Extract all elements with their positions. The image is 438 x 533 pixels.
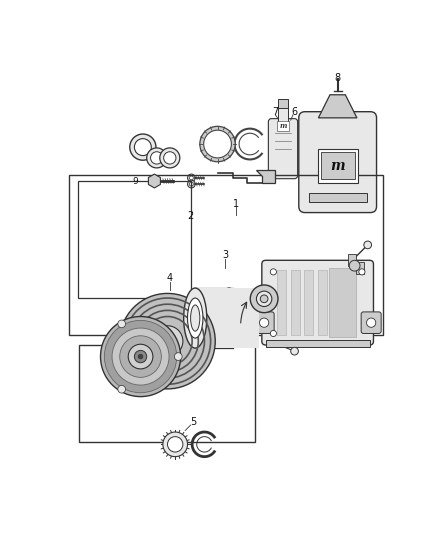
Circle shape [163, 432, 187, 457]
Text: 4: 4 [167, 273, 173, 283]
Circle shape [134, 139, 151, 156]
Circle shape [367, 318, 376, 327]
Bar [266, 340, 370, 348]
Bar [318, 149, 358, 182]
Circle shape [134, 350, 147, 363]
FancyBboxPatch shape [268, 119, 298, 179]
Bar [195, 288, 259, 348]
Bar [304, 270, 314, 335]
Text: 9: 9 [132, 176, 138, 185]
Ellipse shape [184, 288, 207, 348]
Bar [278, 106, 288, 123]
Circle shape [160, 334, 175, 349]
Circle shape [151, 177, 158, 185]
Circle shape [112, 328, 169, 385]
Bar [277, 121, 289, 131]
Circle shape [349, 260, 360, 271]
Circle shape [187, 174, 195, 182]
Ellipse shape [218, 288, 240, 348]
Bar [277, 270, 286, 335]
Bar [79, 345, 255, 441]
Text: 7: 7 [272, 107, 279, 117]
Circle shape [200, 126, 235, 161]
FancyBboxPatch shape [254, 312, 274, 334]
Circle shape [187, 180, 195, 188]
FancyBboxPatch shape [299, 112, 377, 213]
FancyBboxPatch shape [361, 312, 381, 334]
Circle shape [270, 269, 276, 275]
Circle shape [100, 317, 180, 397]
Text: 3: 3 [222, 250, 228, 260]
Circle shape [174, 353, 182, 360]
Circle shape [152, 326, 183, 357]
Bar [279, 99, 288, 108]
Circle shape [147, 148, 167, 168]
Circle shape [204, 130, 231, 158]
Bar [349, 254, 356, 266]
FancyBboxPatch shape [262, 260, 374, 345]
Bar [309, 192, 367, 202]
Bar [356, 262, 364, 274]
Text: 8: 8 [335, 73, 341, 83]
Circle shape [120, 336, 161, 377]
Circle shape [250, 285, 278, 313]
Ellipse shape [191, 305, 200, 331]
Circle shape [291, 348, 298, 355]
Circle shape [138, 354, 143, 359]
Polygon shape [148, 174, 160, 188]
Bar [291, 270, 300, 335]
Polygon shape [256, 170, 276, 183]
Circle shape [260, 295, 268, 303]
Text: 5: 5 [190, 417, 196, 427]
Bar [329, 268, 356, 337]
Text: m: m [279, 122, 287, 130]
Bar [69, 175, 383, 335]
Ellipse shape [187, 298, 203, 338]
Text: 6: 6 [291, 107, 297, 117]
Circle shape [128, 344, 153, 369]
Circle shape [167, 437, 183, 452]
Text: 1: 1 [233, 199, 239, 209]
Circle shape [164, 338, 170, 344]
Circle shape [364, 241, 371, 249]
Circle shape [190, 182, 193, 186]
Bar [321, 152, 355, 180]
Circle shape [118, 320, 126, 328]
Circle shape [151, 152, 163, 164]
Circle shape [259, 318, 269, 327]
Circle shape [118, 385, 126, 393]
Bar [78, 181, 191, 298]
Text: 2: 2 [187, 211, 194, 221]
Bar [318, 270, 327, 335]
Circle shape [164, 152, 176, 164]
Circle shape [256, 291, 272, 306]
Bar [331, 270, 340, 335]
Circle shape [160, 148, 180, 168]
Circle shape [130, 134, 156, 160]
Circle shape [270, 330, 276, 336]
Polygon shape [318, 95, 357, 118]
Text: m: m [330, 159, 345, 173]
Circle shape [120, 294, 215, 389]
Circle shape [359, 269, 365, 275]
Circle shape [104, 320, 177, 393]
Circle shape [190, 176, 193, 180]
